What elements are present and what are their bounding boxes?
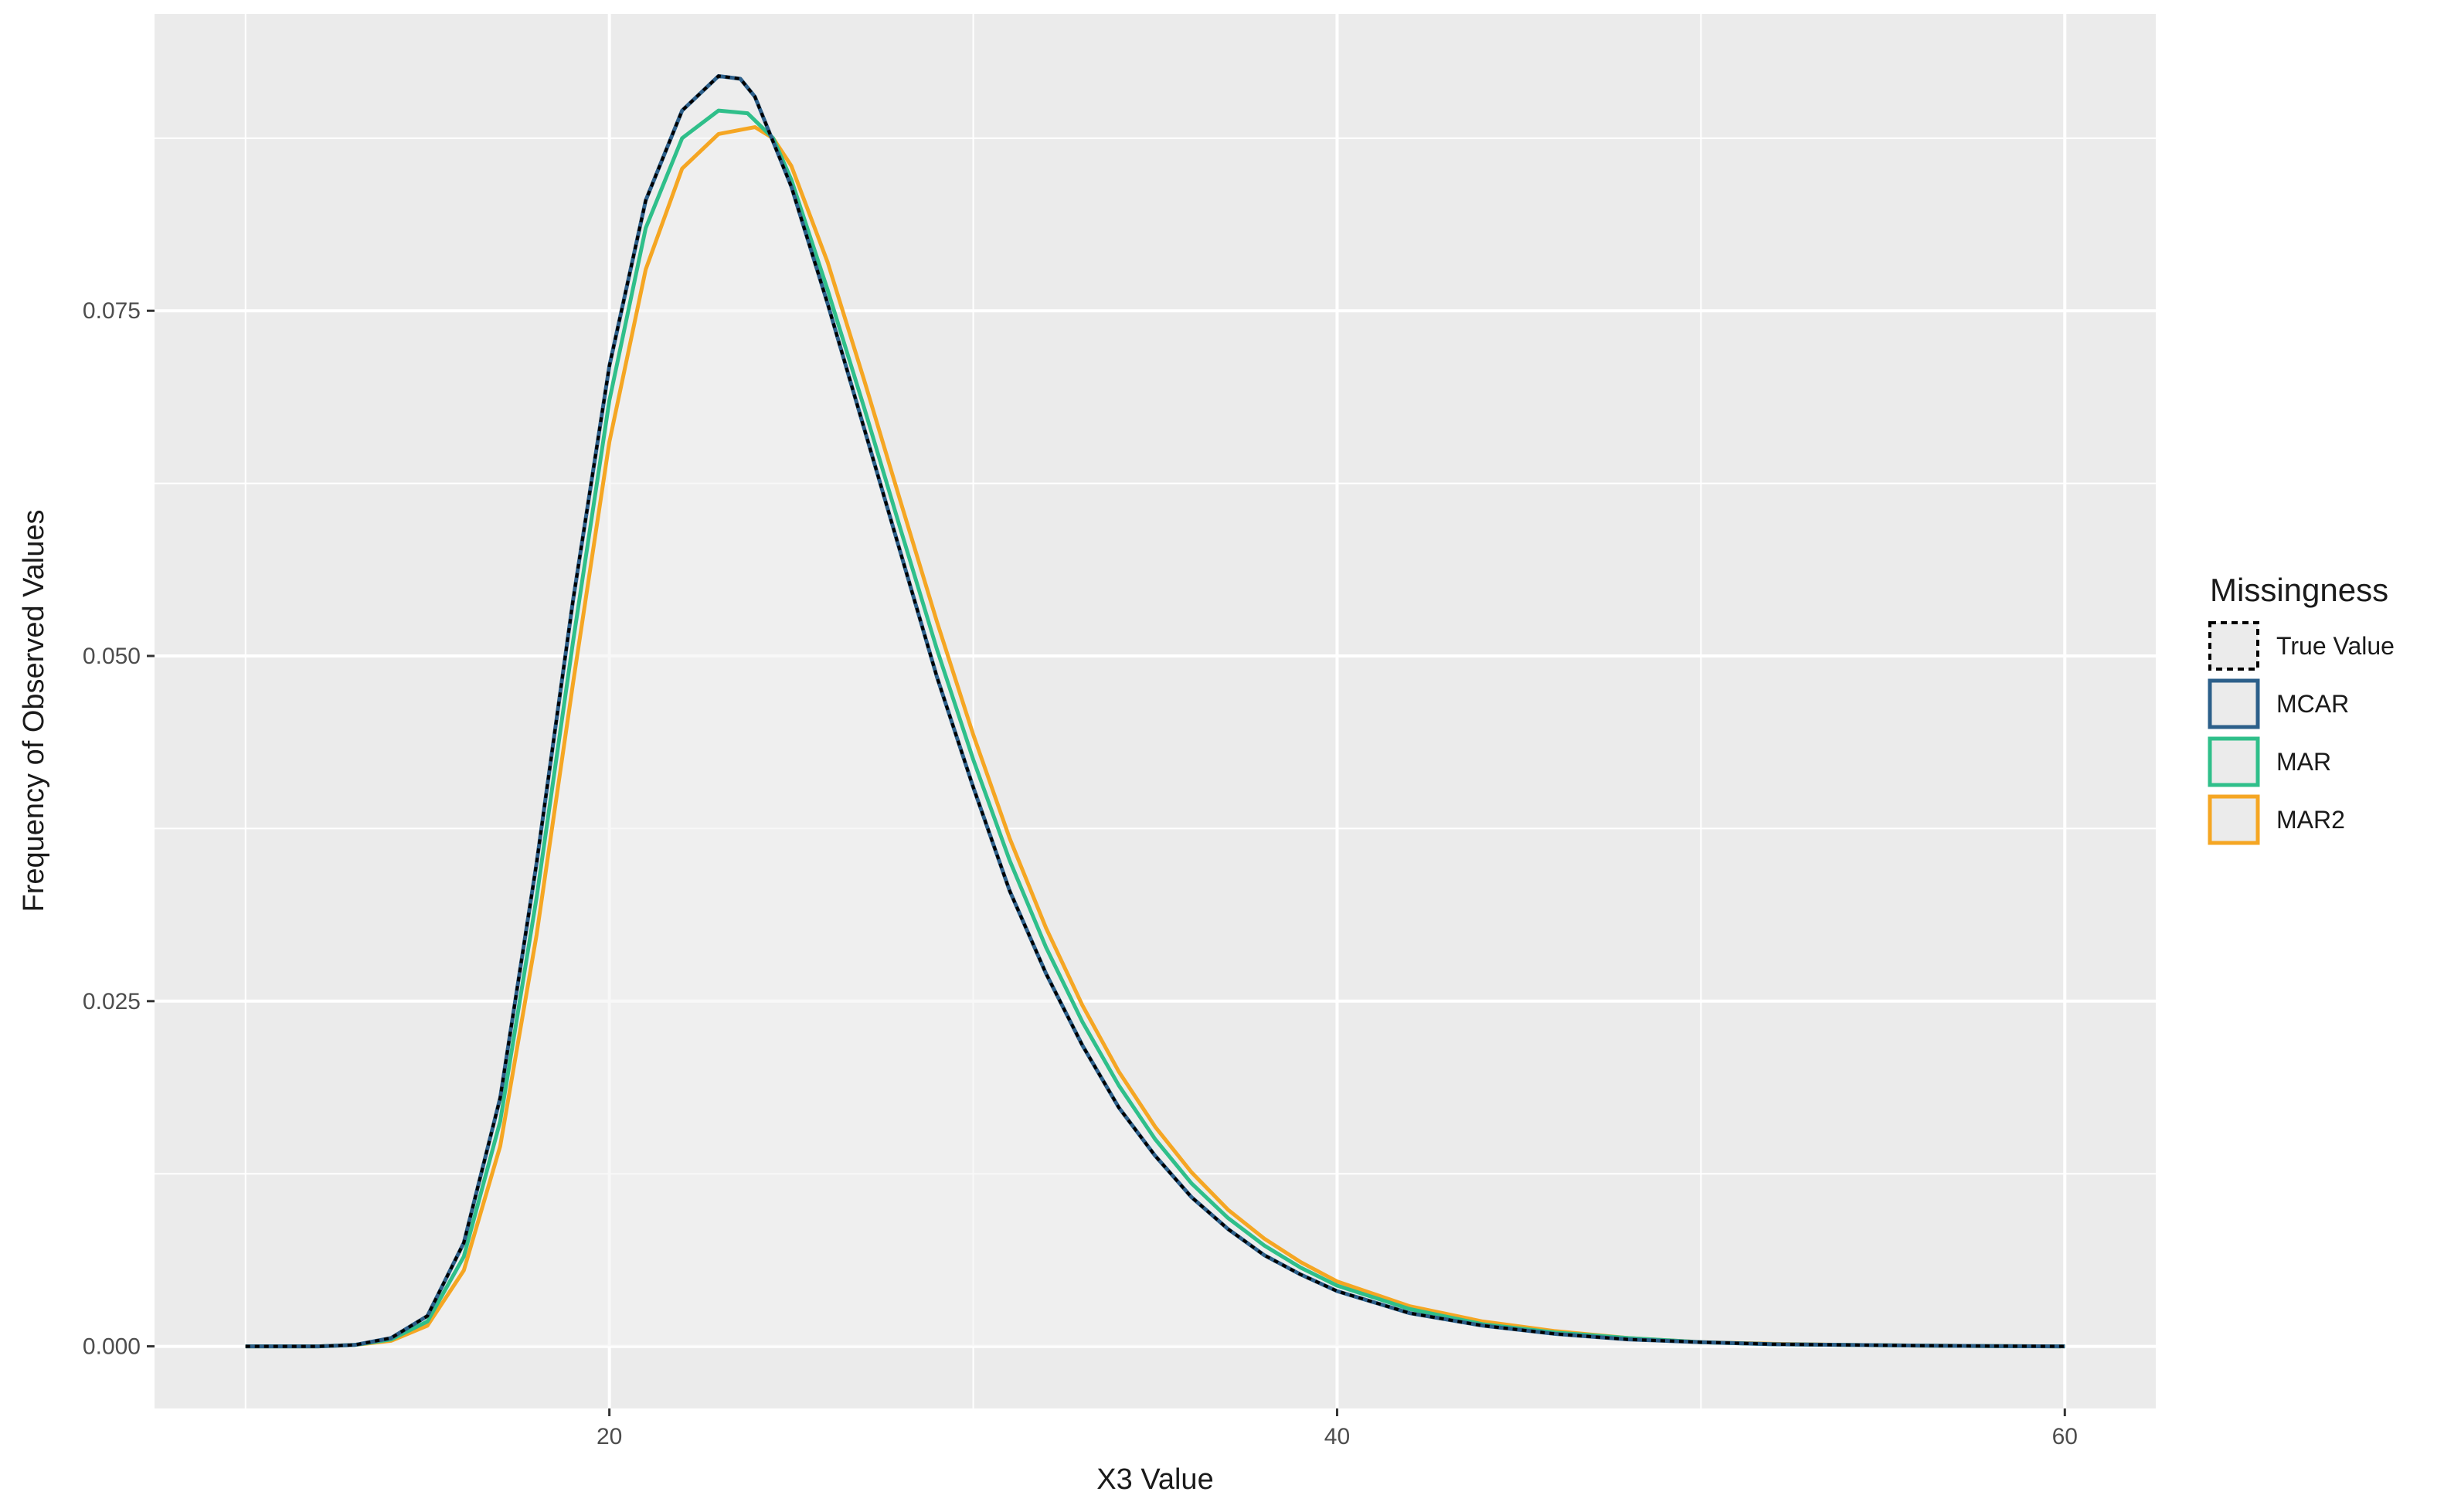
legend-label: True Value xyxy=(2276,632,2395,660)
legend: Missingness True Value MCAR MAR MAR2 xyxy=(2208,572,2395,845)
y-axis-title: Frequency of Observed Values xyxy=(18,509,50,912)
y-axis-ticks: 0.000 0.025 0.050 0.075 xyxy=(83,298,155,1360)
grid-lines xyxy=(155,14,2156,1408)
legend-key xyxy=(2208,621,2259,671)
y-tick-label: 0.075 xyxy=(83,298,141,324)
y-tick-label: 0.050 xyxy=(83,644,141,669)
x-tick-label: 40 xyxy=(1324,1424,1350,1449)
legend-label: MCAR xyxy=(2276,690,2349,718)
legend-key xyxy=(2208,794,2260,845)
legend-label: MAR2 xyxy=(2276,806,2345,834)
x-axis-ticks: 20 40 60 xyxy=(597,1408,2078,1449)
x-axis-title: X3 Value xyxy=(1096,1463,1213,1496)
density-fills xyxy=(245,76,2065,1347)
legend-key xyxy=(2208,678,2260,729)
y-tick-label: 0.000 xyxy=(83,1334,141,1360)
legend-key xyxy=(2208,736,2260,787)
density-fill xyxy=(245,127,2065,1347)
y-tick-label: 0.025 xyxy=(83,989,141,1014)
density-fill xyxy=(245,76,2065,1347)
density-fill xyxy=(245,76,2065,1347)
series-line xyxy=(245,74,2065,1348)
legend-label: MAR xyxy=(2276,748,2331,776)
legend-title: Missingness xyxy=(2210,572,2388,608)
x-tick-label: 20 xyxy=(597,1424,622,1449)
plot-panel-background xyxy=(155,14,2156,1408)
x-tick-label: 60 xyxy=(2052,1424,2078,1449)
density-fill xyxy=(245,110,2065,1347)
legend-items: True Value MCAR MAR MAR2 xyxy=(2208,621,2395,845)
density-lines xyxy=(245,73,2065,1349)
